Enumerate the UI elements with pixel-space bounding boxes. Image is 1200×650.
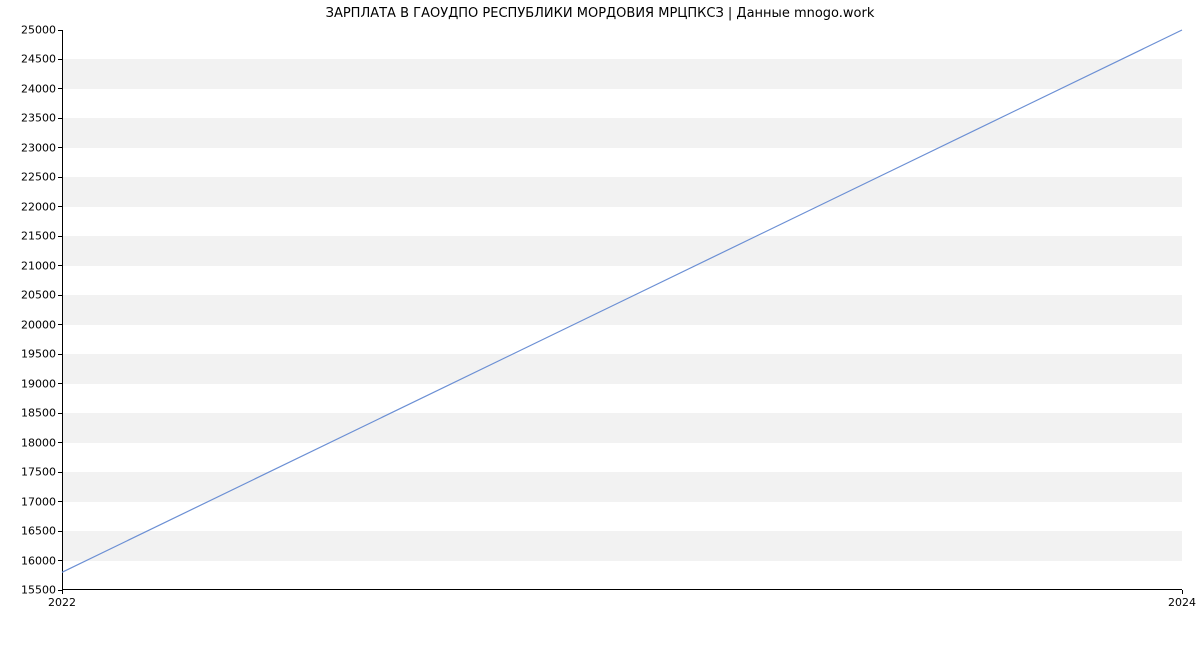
y-tick-label: 17000 bbox=[21, 495, 62, 508]
y-tick-label: 23000 bbox=[21, 141, 62, 154]
y-tick-label: 21500 bbox=[21, 230, 62, 243]
series-salary bbox=[62, 30, 1182, 572]
y-tick-label: 16000 bbox=[21, 554, 62, 567]
y-tick-label: 21000 bbox=[21, 259, 62, 272]
y-tick-label: 22000 bbox=[21, 200, 62, 213]
y-tick-label: 20000 bbox=[21, 318, 62, 331]
y-tick-label: 25000 bbox=[21, 24, 62, 37]
salary-chart: ЗАРПЛАТА В ГАОУДПО РЕСПУБЛИКИ МОРДОВИЯ М… bbox=[0, 0, 1200, 650]
x-tick-label: 2024 bbox=[1168, 590, 1196, 609]
y-tick-label: 24000 bbox=[21, 82, 62, 95]
series-layer bbox=[62, 30, 1182, 590]
y-tick-label: 23500 bbox=[21, 112, 62, 125]
chart-title: ЗАРПЛАТА В ГАОУДПО РЕСПУБЛИКИ МОРДОВИЯ М… bbox=[0, 6, 1200, 21]
y-tick-label: 24500 bbox=[21, 53, 62, 66]
y-tick-label: 20500 bbox=[21, 289, 62, 302]
y-tick-label: 18000 bbox=[21, 436, 62, 449]
y-tick-label: 22500 bbox=[21, 171, 62, 184]
y-tick-label: 19000 bbox=[21, 377, 62, 390]
y-tick-label: 17500 bbox=[21, 466, 62, 479]
y-tick-label: 16500 bbox=[21, 525, 62, 538]
plot-area: 1550016000165001700017500180001850019000… bbox=[62, 30, 1182, 590]
x-tick-label: 2022 bbox=[48, 590, 76, 609]
y-tick-label: 18500 bbox=[21, 407, 62, 420]
y-tick-label: 19500 bbox=[21, 348, 62, 361]
